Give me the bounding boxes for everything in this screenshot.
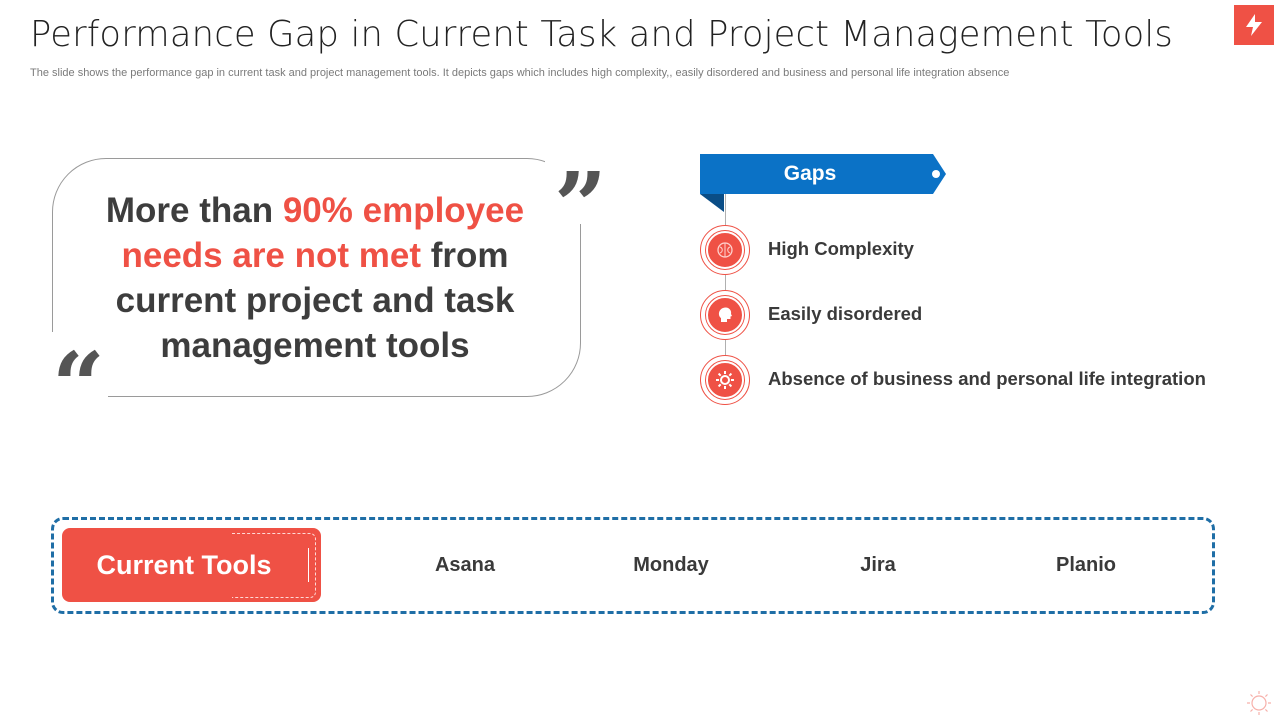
- gaps-banner: [700, 154, 946, 212]
- quote-text-part1: More than: [105, 191, 283, 230]
- gap-item-life-integration: Absence of business and personal life in…: [700, 355, 1240, 405]
- open-quote-icon: “: [52, 332, 105, 440]
- gear-cycle-icon: [700, 355, 750, 405]
- quote-highlight: 90% employee needs are not met: [121, 191, 525, 275]
- quote-frame: [52, 158, 581, 397]
- gap-item-high-complexity: High Complexity: [700, 225, 1240, 275]
- current-tools-badge: [62, 528, 321, 602]
- logo-badge: [1234, 5, 1274, 45]
- tool-monday: Monday: [633, 554, 709, 576]
- gap-item-easily-disordered: Easily disordered: [700, 290, 1240, 340]
- tool-jira: Jira: [860, 554, 896, 576]
- gap-label: High Complexity: [768, 238, 914, 259]
- close-quote-icon: ”: [554, 152, 607, 260]
- current-tools-label: Current Tools: [96, 549, 272, 580]
- brain-icon: [700, 225, 750, 275]
- head-icon: [700, 290, 750, 340]
- tools-container: [51, 517, 1215, 614]
- quote-text: More than 90% employee needs are not met…: [62, 188, 568, 368]
- slide-title: Performance Gap in Current Task and Proj…: [30, 14, 1174, 55]
- gap-label: Easily disordered: [768, 303, 923, 324]
- spark-icon: [1246, 14, 1262, 36]
- tool-asana: Asana: [434, 554, 496, 576]
- quote-text-part2: from current project and task management…: [115, 236, 515, 365]
- tool-planio: Planio: [1055, 554, 1116, 576]
- sun-icon: [1247, 691, 1271, 715]
- gaps-connector: [725, 194, 726, 380]
- gap-label: Absence of business and personal life in…: [768, 368, 1206, 389]
- slide-subtitle: The slide shows the performance gap in c…: [30, 67, 1010, 79]
- gaps-label: Gaps: [783, 162, 837, 185]
